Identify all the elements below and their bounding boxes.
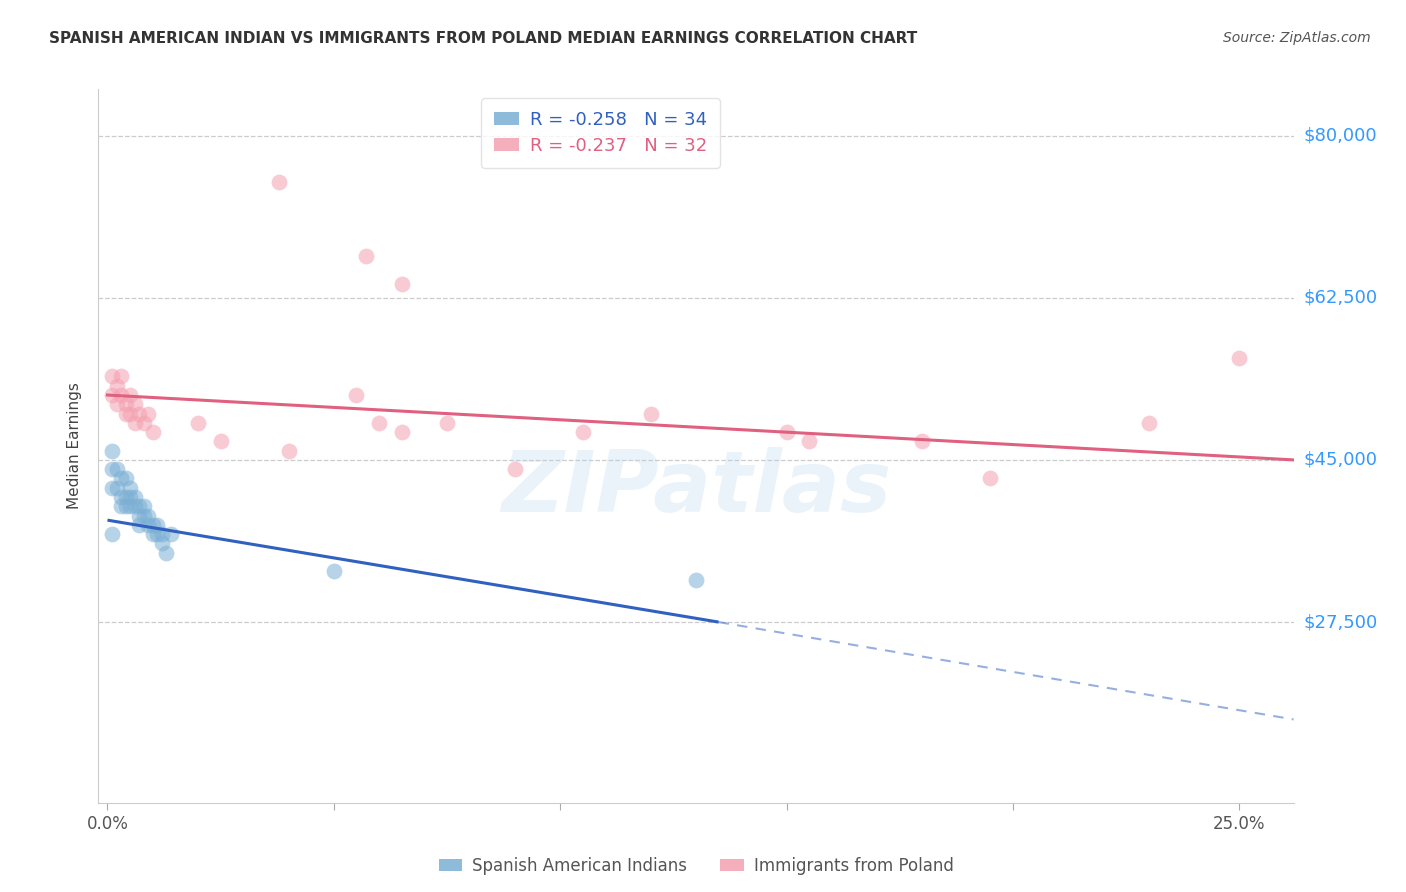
Point: [142, 425, 165, 439]
Point: [105, 462, 128, 476]
Point: [132, 416, 155, 430]
Point: [105, 481, 128, 495]
Point: [436, 416, 458, 430]
Point: [128, 500, 150, 514]
Point: [124, 490, 146, 504]
Y-axis label: Median Earnings: Median Earnings: [67, 383, 83, 509]
Point: [391, 277, 413, 291]
Point: [114, 490, 136, 504]
Point: [354, 249, 377, 263]
Point: [128, 517, 150, 532]
Point: [105, 378, 128, 392]
Point: [132, 508, 155, 523]
Point: [277, 443, 299, 458]
Point: [1137, 416, 1160, 430]
Point: [101, 527, 124, 541]
Point: [101, 481, 124, 495]
Point: [142, 517, 165, 532]
Point: [269, 175, 291, 189]
Point: [685, 574, 707, 588]
Point: [572, 425, 595, 439]
Point: [128, 407, 150, 421]
Point: [124, 397, 146, 411]
Point: [797, 434, 820, 449]
Point: [120, 407, 142, 421]
Point: [322, 564, 344, 578]
Point: [110, 500, 132, 514]
Point: [775, 425, 797, 439]
Point: [120, 490, 142, 504]
Point: [136, 517, 159, 532]
Text: $80,000: $80,000: [1303, 127, 1376, 145]
Point: [110, 471, 132, 485]
Point: [142, 527, 165, 541]
Point: [120, 388, 142, 402]
Point: [150, 536, 173, 550]
Text: $27,500: $27,500: [1303, 613, 1378, 631]
Point: [346, 388, 368, 402]
Point: [101, 462, 124, 476]
Text: Source: ZipAtlas.com: Source: ZipAtlas.com: [1223, 31, 1371, 45]
Point: [128, 508, 150, 523]
Point: [979, 471, 1001, 485]
Text: $45,000: $45,000: [1303, 450, 1378, 469]
Text: SPANISH AMERICAN INDIAN VS IMMIGRANTS FROM POLAND MEDIAN EARNINGS CORRELATION CH: SPANISH AMERICAN INDIAN VS IMMIGRANTS FR…: [49, 31, 918, 46]
Point: [368, 416, 391, 430]
Point: [114, 407, 136, 421]
Point: [503, 462, 526, 476]
Point: [120, 500, 142, 514]
Point: [114, 397, 136, 411]
Point: [114, 500, 136, 514]
Point: [105, 397, 128, 411]
Point: [101, 443, 124, 458]
Point: [160, 527, 183, 541]
Point: [187, 416, 209, 430]
Point: [110, 490, 132, 504]
Point: [640, 407, 662, 421]
Text: ZIPatlas: ZIPatlas: [501, 447, 891, 531]
Text: $62,500: $62,500: [1303, 289, 1378, 307]
Point: [911, 434, 934, 449]
Point: [146, 517, 169, 532]
Point: [1227, 351, 1250, 365]
Point: [155, 545, 177, 559]
Point: [146, 527, 169, 541]
Legend: Spanish American Indians, Immigrants from Poland: Spanish American Indians, Immigrants fro…: [432, 850, 960, 881]
Point: [136, 407, 159, 421]
Point: [101, 369, 124, 384]
Point: [136, 508, 159, 523]
Point: [391, 425, 413, 439]
Point: [120, 481, 142, 495]
Point: [150, 527, 173, 541]
Point: [110, 369, 132, 384]
Point: [114, 471, 136, 485]
Point: [132, 500, 155, 514]
Point: [124, 500, 146, 514]
Point: [110, 388, 132, 402]
Point: [209, 434, 232, 449]
Point: [101, 388, 124, 402]
Point: [124, 416, 146, 430]
